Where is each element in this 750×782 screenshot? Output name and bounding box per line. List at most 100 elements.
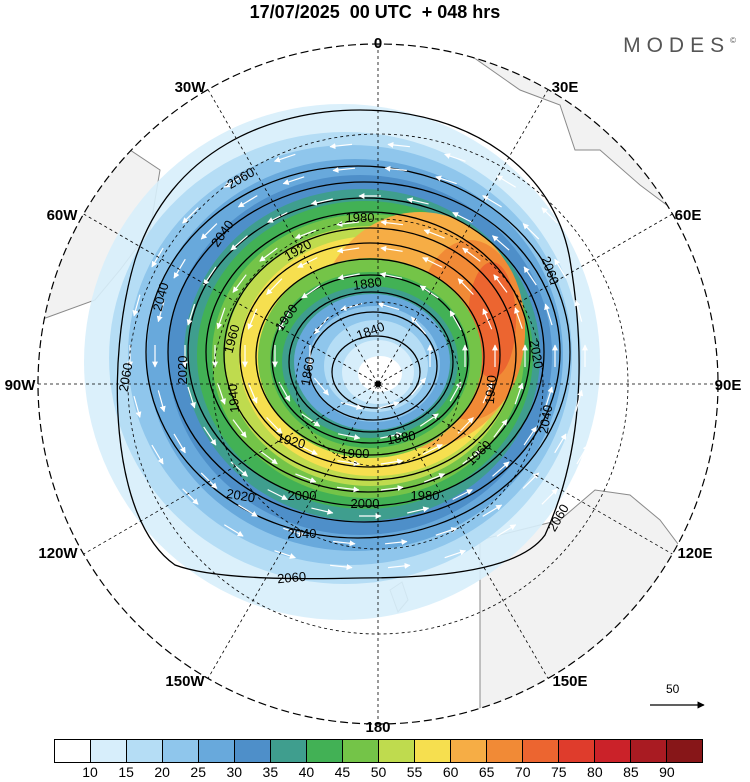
wind-vector-arrow <box>444 153 466 162</box>
colorbar-cell <box>667 740 702 762</box>
contour-label-2040-b: 2040 <box>150 281 172 313</box>
colorbar-label: 50 <box>370 764 387 780</box>
wind-vector-arrow <box>266 278 283 295</box>
wind-vector-arrow <box>267 489 288 501</box>
wind-vector-arrow <box>598 294 607 317</box>
wind-vector-arrow <box>380 245 403 252</box>
wind-vector-arrow <box>151 247 164 268</box>
colorbar-label: 40 <box>298 764 315 780</box>
wind-vector-arrow <box>337 460 360 467</box>
wind-vector-arrow <box>173 433 186 454</box>
wind-vector-arrow <box>295 473 317 483</box>
wind-vector-arrow <box>336 221 359 228</box>
wind-vector-arrow <box>599 395 608 418</box>
wind-vector-arrow <box>493 274 508 293</box>
lon-label-90w: 90W <box>5 377 37 394</box>
colorbar-cell <box>631 740 667 762</box>
map-frame <box>37 43 719 725</box>
wind-vector-arrow <box>311 507 334 515</box>
wind-vector-arrow <box>514 307 523 329</box>
wind-vector-arrow <box>336 247 360 254</box>
lon-label-30w: 30W <box>175 79 207 96</box>
wind-vector-arrow <box>232 274 247 293</box>
colorbar-cell <box>307 740 343 762</box>
contour-label-2060-c: 2060 <box>116 362 136 393</box>
wind-vector-arrow <box>157 390 166 413</box>
wind-vector-arrow <box>274 550 296 559</box>
lon-label-150e: 150E <box>552 673 587 690</box>
wind-vector-arrow <box>384 539 408 546</box>
contour-2040 <box>145 165 571 539</box>
colorbar-cell <box>595 740 631 762</box>
contour-1980 <box>205 211 531 493</box>
wind-vector-arrow <box>380 458 404 465</box>
wind-vector-arrow <box>406 197 429 205</box>
wind-vector-arrow <box>337 433 361 440</box>
colorbar-label: 45 <box>334 764 351 780</box>
colorbar-label: 25 <box>190 764 207 780</box>
wind-vector-arrow <box>182 207 199 224</box>
wind-vector-arrow <box>452 489 473 501</box>
wind-vector-arrow <box>523 266 537 286</box>
colorbar-label: 90 <box>659 764 675 780</box>
wind-vector-arrow <box>496 175 517 188</box>
wind-vector-arrow <box>336 486 360 493</box>
wind-vector-arrow <box>523 426 537 446</box>
contour-label-1940-a: 1940 <box>225 383 242 413</box>
contour-label-2000-b: 2000 <box>351 496 380 511</box>
colorbar-label: 20 <box>154 764 170 780</box>
wind-vector-arrow <box>259 450 278 465</box>
wind-vector-arrow <box>278 310 291 331</box>
polar-stereographic-map: 0 30E 60E 90E 120E 150E 180 150W 120W 90… <box>5 35 742 735</box>
contour-label-1940-b: 1940 <box>482 375 499 405</box>
colorbar-cell <box>199 740 235 762</box>
wind-vector-arrow <box>200 223 218 240</box>
wind-vector-arrow <box>313 377 329 396</box>
wind-vector-arrow <box>411 316 427 335</box>
wind-vector-arrow <box>217 383 226 405</box>
colorbar-cell <box>451 740 487 762</box>
wind-vector-arrow <box>230 235 248 251</box>
wind-vector-arrow <box>457 278 474 295</box>
wind-vector-arrow <box>273 153 296 163</box>
wind-vector-arrow <box>340 303 363 311</box>
colorbar-label: 15 <box>118 764 134 780</box>
wind-vector-arrow <box>223 524 244 537</box>
wind-vector-arrow <box>333 540 356 547</box>
colorbar-cell <box>271 740 307 762</box>
reference-vector: 50 <box>646 682 710 712</box>
wind-vector-arrow <box>379 272 403 279</box>
wind-vector-arrow <box>576 444 589 465</box>
wind-vector-arrow <box>496 524 517 537</box>
wind-vector-arrow <box>223 175 244 188</box>
contour-1940 <box>239 242 501 468</box>
wind-vector-arrow <box>492 461 510 477</box>
modes-logo: MODES© <box>623 34 736 58</box>
map-interior <box>38 44 718 724</box>
wind-vector-arrow <box>457 417 474 434</box>
wind-vector-arrow <box>380 431 403 439</box>
colorbar-cell <box>55 740 91 762</box>
colorbar-cell <box>559 740 595 762</box>
colorbar-label: 65 <box>478 764 495 780</box>
wind-vector-arrow <box>337 273 360 281</box>
colorbar-cell <box>235 740 271 762</box>
contour-label-2060-e: 2060 <box>277 569 307 586</box>
wind-vector-arrow <box>493 419 508 438</box>
wind-vector-arrow <box>387 562 411 569</box>
wind-vector-arrow <box>544 303 553 326</box>
wind-vector-arrow <box>576 247 589 268</box>
wind-vector-arrow <box>377 401 400 409</box>
wind-vector-arrow <box>200 472 218 489</box>
wind-vector-arrow <box>492 235 510 251</box>
wind-vector-arrow <box>380 219 404 226</box>
wind-vector-arrow <box>423 229 445 239</box>
wind-vector-arrow <box>132 294 141 317</box>
wind-vector-arrow <box>419 285 439 299</box>
colorbar-label: 80 <box>587 764 603 780</box>
wind-vector-arrow <box>435 175 457 185</box>
contour-label-1980-b: 1980 <box>411 488 440 503</box>
wind-vector-arrow <box>522 223 540 240</box>
wind-vector-arrow <box>313 316 329 335</box>
wind-vector-arrow <box>407 506 430 514</box>
